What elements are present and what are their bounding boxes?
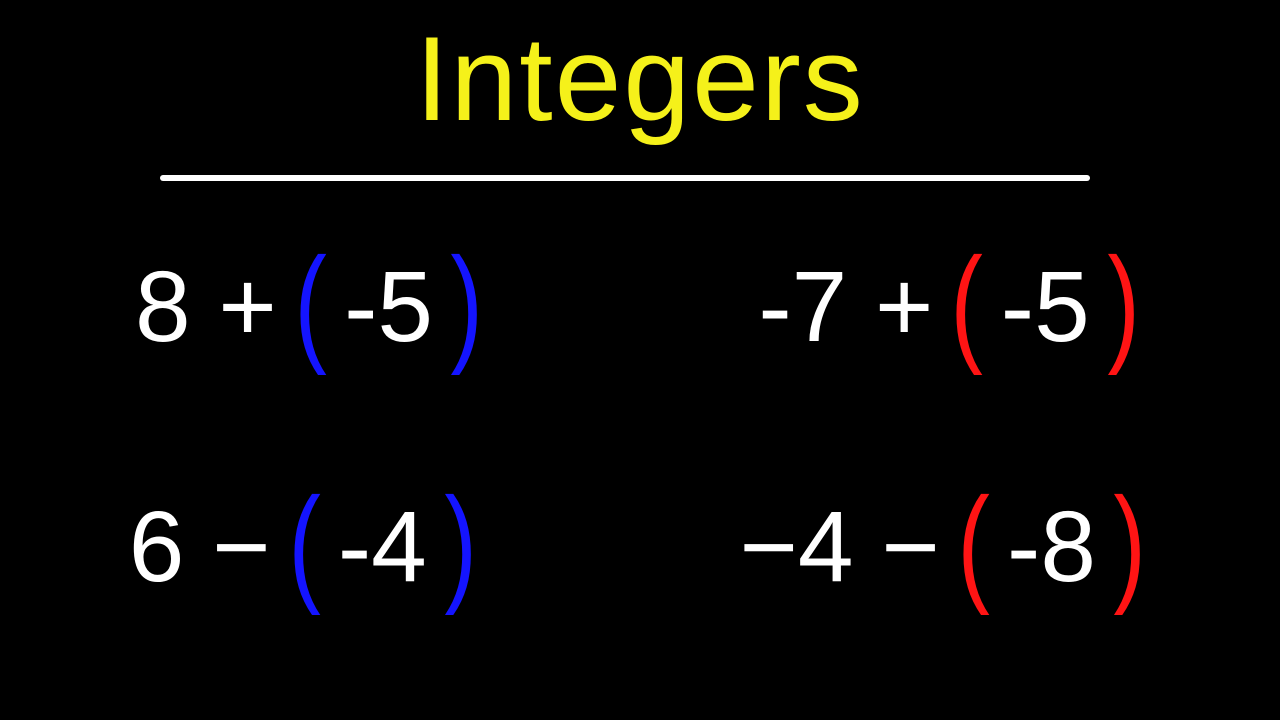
expr-2: -7 + ( -5 )	[758, 250, 1145, 365]
expr-3: 6 − ( -4 )	[129, 490, 482, 605]
expr-1-open-paren: (	[294, 258, 326, 349]
expr-3-inner: -4	[338, 490, 427, 605]
expr-2-open-paren: (	[951, 258, 983, 349]
page-title: Integers	[0, 10, 1280, 148]
expr-1: 8 + ( -5 )	[135, 250, 488, 365]
expression-row-1: 8 + ( -5 ) -7 + ( -5 )	[0, 250, 1280, 365]
expr-2-close-paren: )	[1107, 258, 1139, 349]
expr-1-close-paren: )	[450, 258, 482, 349]
title-underline	[160, 175, 1090, 181]
expr-1-inner: -5	[344, 250, 433, 365]
expr-2-pre: -7 +	[758, 250, 933, 365]
expr-2-inner: -5	[1001, 250, 1090, 365]
expr-4-inner: -8	[1007, 490, 1096, 605]
expr-4-close-paren: )	[1113, 498, 1145, 589]
expr-3-open-paren: (	[288, 498, 320, 589]
expr-4-open-paren: (	[957, 498, 989, 589]
expr-1-pre: 8 +	[135, 250, 277, 365]
expr-4: −4 − ( -8 )	[740, 490, 1152, 605]
expr-3-pre: 6 −	[129, 490, 271, 605]
expr-3-close-paren: )	[444, 498, 476, 589]
expression-row-2: 6 − ( -4 ) −4 − ( -8 )	[0, 490, 1280, 605]
expr-4-pre: −4 −	[740, 490, 940, 605]
